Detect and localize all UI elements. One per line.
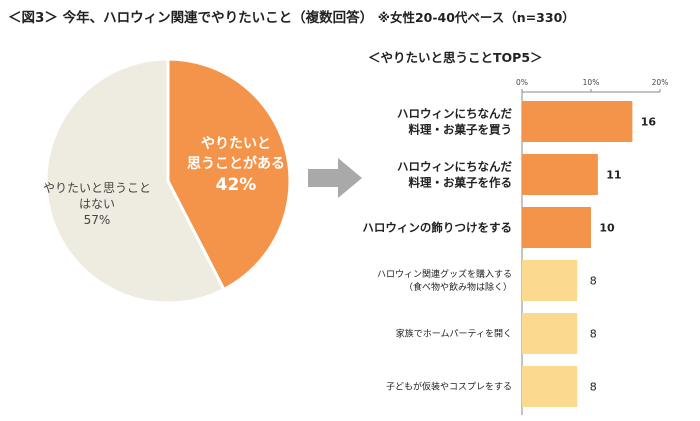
pie-slice-label: やりたいと思うこと bbox=[43, 181, 151, 195]
x-tick-label: 10% bbox=[583, 78, 600, 87]
pie-slice bbox=[44, 57, 226, 305]
bar-value-label: 8 bbox=[590, 275, 597, 288]
category-label: ハロウィンの飾りつけをする bbox=[362, 221, 512, 235]
bar-value-label: 8 bbox=[590, 328, 597, 341]
bar bbox=[522, 101, 633, 142]
category-label: （食べ物や飲み物は除く） bbox=[404, 281, 512, 293]
bar-value-label: 10 bbox=[599, 222, 615, 235]
category-label: 子どもが仮装やコスプレをする bbox=[386, 381, 512, 393]
pie-slice-value: 42% bbox=[216, 175, 257, 195]
bar-value-label: 16 bbox=[641, 116, 657, 129]
category-label: ハロウィンにちなんだ bbox=[397, 160, 512, 174]
category-label: ハロウィン関連グッズを購入する bbox=[377, 268, 512, 280]
chart-title-note: ※女性20-40代ベース（n=330） bbox=[377, 10, 575, 25]
pie-slice-label: 思うことがある bbox=[187, 155, 285, 172]
bar bbox=[522, 207, 591, 248]
category-label: ハロウィンにちなんだ bbox=[397, 107, 512, 121]
pie-slice bbox=[166, 57, 292, 292]
bar-chart-title: ＜やりたいと思うことTOP5＞ bbox=[368, 50, 543, 65]
category-label: 料理・お菓子を作る bbox=[409, 176, 513, 190]
bar bbox=[522, 154, 598, 195]
x-tick-label: 20% bbox=[652, 78, 669, 87]
bar-value-label: 11 bbox=[606, 169, 621, 182]
bar bbox=[522, 260, 578, 301]
pie-slice-label: やりたいと bbox=[201, 136, 271, 152]
category-label: 家族でホームパーティを開く bbox=[396, 328, 512, 340]
pie-slice-value: 57% bbox=[84, 213, 111, 227]
bar bbox=[522, 366, 578, 407]
chart-title: ＜図3＞ 今年、ハロウィン関連でやりたいこと（複数回答） ※女性20-40代ベー… bbox=[8, 6, 575, 26]
bar bbox=[522, 313, 578, 354]
chart-title-main: ＜図3＞ 今年、ハロウィン関連でやりたいこと（複数回答） bbox=[8, 10, 374, 26]
bar-value-label: 8 bbox=[590, 381, 597, 394]
category-label: 料理・お菓子を買う bbox=[409, 123, 513, 137]
pie-slice-label: はない bbox=[79, 197, 115, 211]
right-arrow-icon bbox=[308, 158, 362, 198]
x-tick-label: 0% bbox=[516, 78, 528, 87]
